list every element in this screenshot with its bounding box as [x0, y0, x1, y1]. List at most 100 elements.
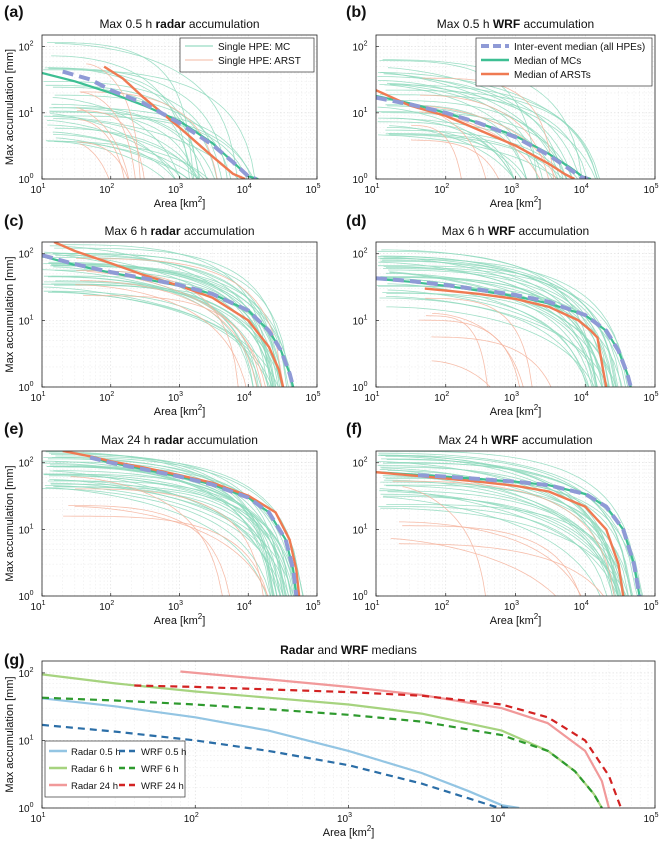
arst-event-line [412, 105, 557, 179]
x-tick-exp: 2 [110, 391, 114, 398]
x-axis-label-end: ] [538, 615, 541, 627]
y-tick-base: 10 [18, 175, 30, 186]
x-tick-label: 105 [643, 183, 658, 196]
x-tick-exp: 3 [179, 600, 183, 607]
x-tick-exp: 5 [655, 600, 659, 607]
mc-event-line [380, 466, 621, 596]
mc-event-line [53, 252, 281, 387]
mc-event-line [386, 459, 638, 596]
mc-event-line [48, 276, 254, 387]
y-tick-base: 10 [18, 736, 30, 747]
series-radar-0-5-h [42, 697, 520, 808]
mc-event-line [378, 134, 560, 179]
x-axis-label-text: Area [km [154, 198, 198, 210]
x-tick-exp: 5 [655, 183, 659, 190]
mc-event-line [43, 69, 256, 179]
panel-title: Max 24 h radar accumulation [101, 433, 258, 447]
legend-label: WRF 6 h [141, 764, 178, 775]
x-tick-label: 104 [237, 391, 252, 404]
mc-event-line [42, 269, 283, 387]
x-tick-label: 104 [237, 600, 252, 613]
panel-title: Radar and WRF medians [280, 643, 417, 657]
panel-title: Max 6 h WRF accumulation [442, 224, 589, 238]
x-tick-base: 10 [504, 393, 516, 404]
arst-event-line [63, 515, 269, 596]
y-tick-base: 10 [352, 175, 364, 186]
arst-event-line [425, 297, 533, 387]
mc-event-line [48, 291, 273, 387]
y-tick-label: 102 [18, 41, 33, 54]
y-tick-base: 10 [18, 250, 30, 261]
x-tick-label: 103 [504, 183, 519, 196]
legend: Radar 0.5 h WRF 0.5 h Radar 6 h WRF 6 h Rada… [44, 740, 186, 798]
mc-event-line [385, 272, 598, 387]
y-tick-exp: 0 [30, 381, 34, 388]
x-tick-base: 10 [364, 602, 376, 613]
plot-area [376, 451, 644, 596]
mc-event-line [377, 80, 543, 179]
arst-event-line [75, 284, 247, 387]
y-axis-label: Max accumulation [mm] [4, 49, 16, 165]
x-tick-label: 104 [574, 391, 589, 404]
x-tick-label: 104 [490, 812, 505, 825]
title-part: Max 0.5 h [437, 17, 493, 31]
x-axis-label-end: ] [202, 198, 205, 210]
x-tick-label: 101 [364, 183, 379, 196]
series-median-of-mcs [376, 471, 641, 596]
arst-event-line [76, 107, 130, 179]
arst-event-line [432, 313, 524, 387]
x-axis-label-sup: 2 [534, 612, 539, 621]
y-tick-exp: 1 [364, 107, 368, 114]
y-tick-label: 101 [18, 314, 33, 327]
x-axis-label: Area [km2] [154, 195, 206, 210]
panel-label: (e) [4, 421, 24, 438]
arst-event-line [402, 525, 581, 596]
x-tick-label: 105 [643, 812, 658, 825]
x-tick-exp: 4 [248, 391, 252, 398]
panel-title: Max 24 h WRF accumulation [438, 433, 592, 447]
y-tick-label: 102 [352, 248, 367, 261]
x-tick-base: 10 [237, 602, 249, 613]
x-tick-exp: 3 [515, 391, 519, 398]
x-tick-label: 105 [643, 391, 658, 404]
series-wrf-6-h [42, 696, 603, 808]
x-tick-exp: 3 [348, 812, 352, 819]
mc-event-line [54, 141, 165, 179]
x-tick-label: 105 [305, 600, 320, 613]
legend-label: Radar 6 h [71, 764, 113, 775]
y-tick-base: 10 [18, 109, 30, 120]
x-tick-base: 10 [574, 185, 586, 196]
title-part: medians [368, 643, 417, 657]
x-tick-base: 10 [574, 602, 586, 613]
y-tick-base: 10 [352, 459, 364, 470]
x-tick-label: 105 [643, 600, 658, 613]
x-tick-base: 10 [30, 814, 42, 825]
x-tick-base: 10 [574, 393, 586, 404]
y-axis-label: Max accumulation [mm] [4, 256, 16, 372]
mc-event-line [385, 267, 630, 387]
x-axis-label-end: ] [538, 406, 541, 418]
mc-event-line [47, 124, 205, 179]
series-median-of-arsts [424, 287, 608, 387]
mc-event-line [49, 110, 198, 179]
title-part: accumulation [520, 17, 594, 31]
mc-event-line [47, 480, 292, 596]
x-tick-exp: 5 [317, 183, 321, 190]
plot-area [376, 249, 633, 387]
x-tick-exp: 5 [655, 812, 659, 819]
title-part: Max 6 h [104, 224, 150, 238]
y-tick-exp: 1 [30, 734, 34, 741]
x-axis-label: Area [km2] [490, 403, 542, 418]
series-median-of-arsts [53, 242, 285, 387]
mc-event-line [47, 42, 195, 179]
x-tick-exp: 4 [585, 183, 589, 190]
legend-label: Single HPE: ARST [218, 56, 301, 67]
x-axis-label: Area [km2] [323, 824, 375, 839]
series-wrf-24-h [134, 684, 623, 808]
x-tick-base: 10 [643, 814, 655, 825]
mc-event-line [52, 131, 200, 179]
